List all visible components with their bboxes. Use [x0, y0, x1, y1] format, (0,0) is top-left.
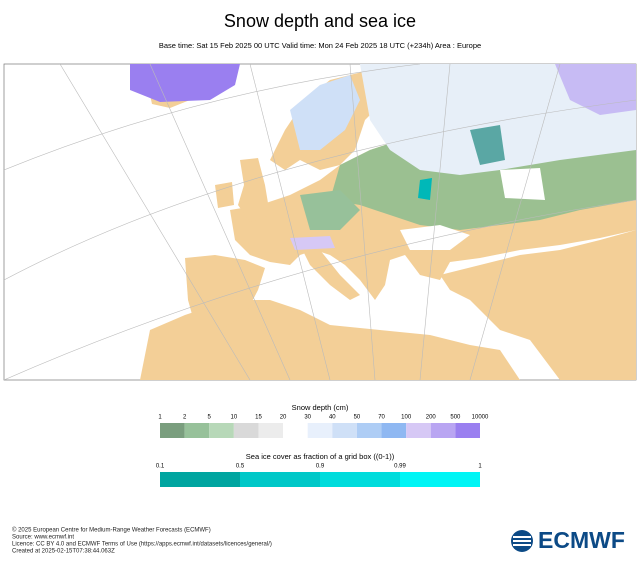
footer-line: Created at 2025-02-15T07:38:44.063Z: [12, 549, 115, 555]
land: [300, 245, 360, 300]
legend-swatch: [406, 423, 431, 438]
legend-swatch: [455, 423, 480, 438]
legend-swatch: [160, 423, 185, 438]
land: [440, 230, 636, 380]
legend-swatch: [381, 423, 407, 438]
title: Snow depth and sea ice: [224, 11, 416, 31]
sea-ice: [470, 125, 505, 165]
legend-label: 70: [378, 415, 385, 421]
subtitle: Base time: Sat 15 Feb 2025 00 UTC Valid …: [159, 41, 481, 50]
legend-label: 500: [450, 415, 461, 421]
legend-title: Sea ice cover as fraction of a grid box …: [246, 452, 395, 461]
legend-swatch: [283, 423, 308, 438]
map: [3, 63, 637, 381]
legend-label: 5: [208, 415, 212, 421]
land: [238, 158, 270, 222]
legend-label: 100: [401, 415, 412, 421]
legend-label: 20: [280, 415, 287, 421]
legend-label: 2: [183, 415, 187, 421]
legend-swatch: [184, 423, 210, 438]
legend-label: 0.1: [156, 464, 165, 470]
legend-label: 40: [329, 415, 336, 421]
legend-label: 1: [478, 464, 482, 470]
legend-label: 10000: [472, 415, 489, 421]
legends: Snow depth (cm) 1 2 5 10 15 20 30 40 50 70 100 200 50…: [156, 403, 489, 487]
legend-swatch: [258, 423, 284, 438]
legend-label: 15: [255, 415, 262, 421]
logo: ECMWF: [511, 527, 625, 553]
logo-stripes: [513, 536, 531, 546]
legend-swatch: [209, 423, 234, 438]
legend-swatch: [320, 472, 400, 487]
land: [215, 182, 234, 208]
legend-swatch: [400, 472, 480, 487]
legend-swatch: [233, 423, 259, 438]
land: [185, 255, 265, 330]
legend-label: 50: [354, 415, 361, 421]
snow-area: [555, 64, 636, 115]
legend-label: 0.5: [236, 464, 245, 470]
legend-title: Snow depth (cm): [292, 403, 349, 412]
graticule: [4, 64, 636, 380]
legend-label: 0.9: [316, 464, 325, 470]
snow-area: [290, 75, 360, 150]
legend-label: 30: [304, 415, 311, 421]
sea-ice: [418, 178, 432, 200]
legend-label: 10: [231, 415, 238, 421]
sea: [500, 168, 545, 200]
snow-area: [300, 190, 360, 230]
footer: © 2025 European Centre for Medium-Range …: [12, 527, 625, 555]
footer-line: Source: www.ecmwf.int: [12, 535, 74, 541]
legend-swatch: [332, 423, 357, 438]
footer-line: © 2025 European Centre for Medium-Range …: [12, 527, 211, 534]
legend-swatch: [307, 423, 333, 438]
legend-swatch: [160, 472, 240, 487]
sea: [400, 225, 470, 250]
footer-line: Licence: CC BY 4.0 and ECMWF Terms of Us…: [12, 542, 272, 548]
legend-label: 1: [158, 415, 162, 421]
legend-label: 0.99: [394, 464, 406, 470]
snow-area: [130, 64, 240, 102]
legend-swatch: [430, 423, 456, 438]
legend-swatch: [240, 472, 320, 487]
legend-label: 200: [426, 415, 437, 421]
snow-area: [290, 236, 335, 250]
map-content: [4, 64, 636, 380]
legend-swatch: [356, 423, 382, 438]
logo-text: ECMWF: [538, 527, 625, 553]
